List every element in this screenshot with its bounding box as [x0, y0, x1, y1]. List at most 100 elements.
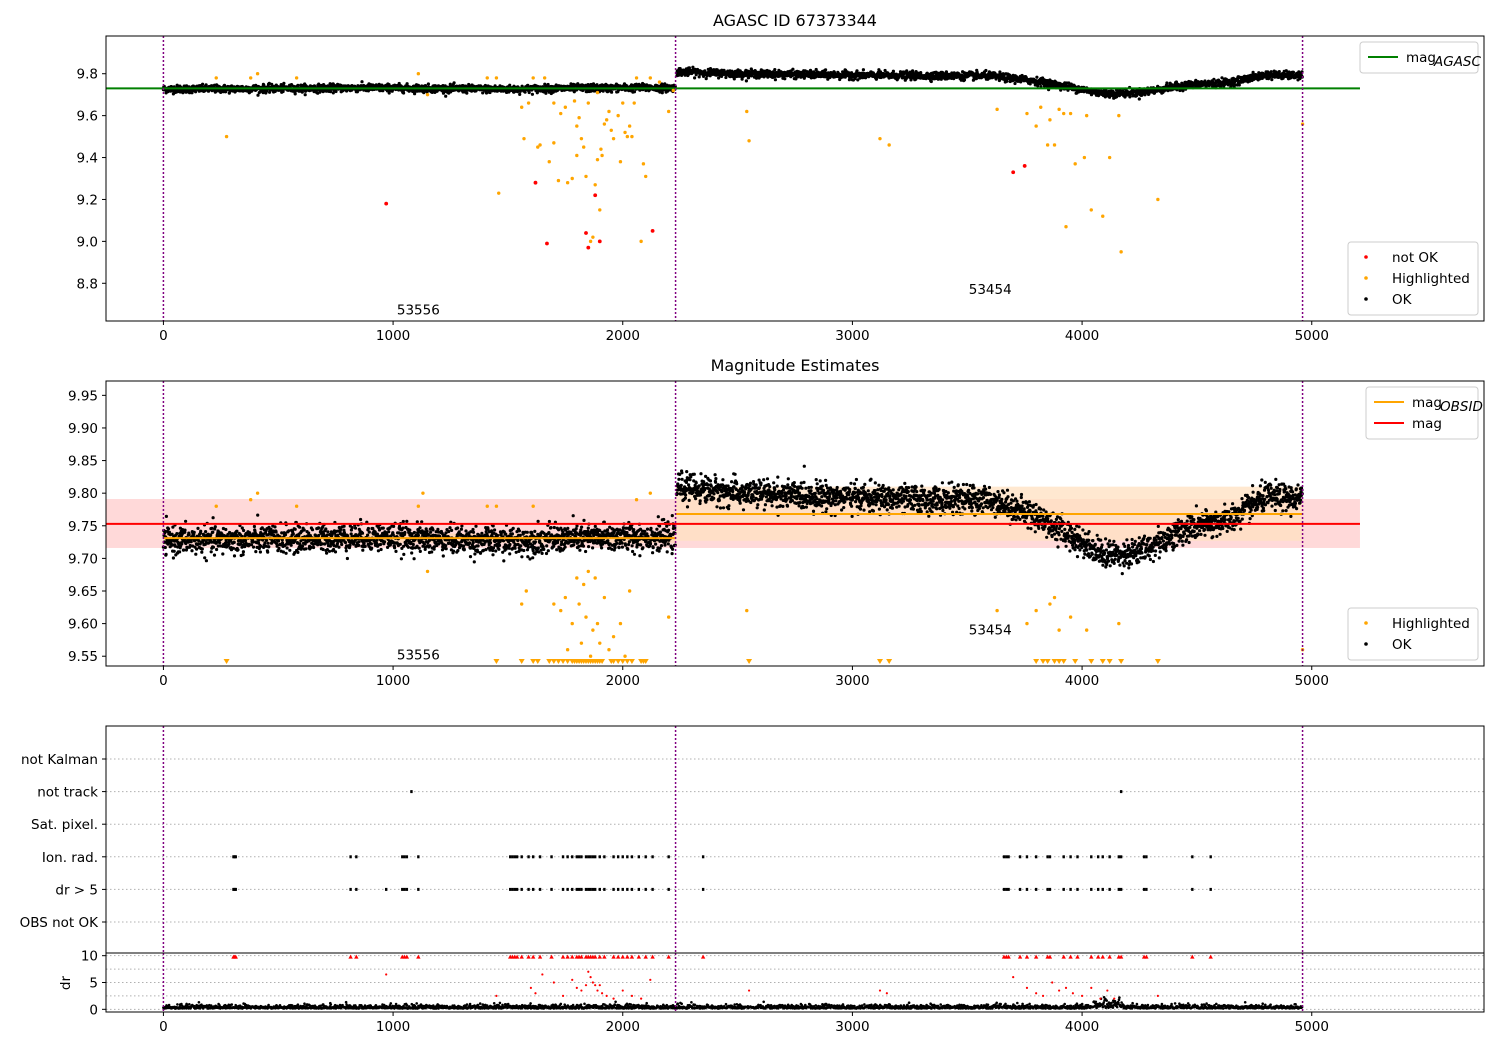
ok-point: [332, 547, 336, 552]
not-ok-point: [1011, 170, 1016, 175]
obsid-label: 53556: [397, 303, 440, 319]
highlighted-point: [1084, 113, 1089, 118]
highlighted-point: [542, 76, 547, 80]
highlighted-point: [224, 134, 229, 139]
ok-point: [296, 550, 300, 555]
ok-point: [318, 540, 322, 544]
y-tick-label: 9.2: [77, 192, 98, 208]
ok-point: [203, 542, 207, 547]
highlighted-point: [618, 160, 623, 164]
highlighted-point: [1107, 155, 1112, 160]
highlighted-point: [577, 116, 581, 120]
highlighted-point: [599, 147, 603, 151]
highlighted-point: [584, 174, 588, 179]
ok-point: [316, 543, 320, 547]
ok-point: [444, 94, 448, 98]
ok-point: [691, 65, 695, 69]
highlighted-point: [1089, 208, 1093, 212]
ok-point: [189, 540, 193, 544]
ok-point: [791, 67, 795, 71]
highlighted-point: [611, 136, 616, 141]
ok-point: [203, 556, 207, 560]
ok-point: [268, 90, 272, 94]
highlighted-point: [1045, 143, 1050, 147]
highlighted-point: [575, 124, 579, 128]
ok-point: [1035, 75, 1039, 79]
ok-point: [1212, 77, 1216, 81]
highlighted-point: [563, 105, 568, 109]
legend-label: OK: [1392, 292, 1413, 308]
y-tick-label: 8.8: [77, 276, 98, 292]
highlighted-point: [519, 105, 524, 109]
ok-point: [312, 545, 316, 550]
highlighted-point: [657, 80, 662, 84]
ok-point: [773, 78, 778, 82]
ok-point: [215, 547, 219, 552]
ok-point: [416, 83, 420, 87]
highlighted-point: [634, 76, 639, 80]
highlighted-point: [747, 139, 751, 143]
highlighted-point: [609, 128, 613, 133]
ok-point: [293, 551, 297, 555]
highlighted-point: [621, 101, 625, 105]
ok-point: [794, 77, 798, 81]
ok-point: [218, 541, 222, 545]
ok-point: [293, 527, 297, 531]
highlighted-point: [547, 160, 551, 164]
x-tick-label: 2000: [606, 328, 640, 344]
highlighted-point: [1025, 111, 1029, 116]
not-ok-point: [586, 245, 591, 250]
ok-point: [518, 92, 522, 96]
highlighted-point: [1064, 224, 1068, 229]
ok-point: [426, 82, 430, 86]
ok-point: [241, 550, 245, 554]
ok-point: [254, 550, 258, 554]
not-ok-point: [593, 193, 598, 198]
ok-point: [962, 78, 967, 82]
ok-point: [280, 531, 284, 535]
panel1-clipped: [106, 65, 1360, 254]
ok-point: [1277, 70, 1281, 74]
highlighted-point: [632, 101, 636, 105]
ok-point: [307, 531, 311, 535]
ok-point: [256, 93, 260, 97]
ok-point: [697, 75, 701, 79]
ok-point: [201, 82, 205, 86]
ok-point: [211, 516, 215, 520]
ok-point: [275, 544, 279, 548]
not-ok-point: [533, 180, 538, 185]
ok-point: [194, 552, 198, 556]
ok-point: [484, 91, 489, 95]
ok-point: [192, 530, 196, 535]
highlighted-point: [1156, 197, 1160, 202]
ok-point: [191, 544, 195, 548]
ok-point: [939, 77, 943, 81]
ok-point: [732, 77, 736, 81]
highlighted-point: [559, 111, 563, 116]
ok-point: [221, 526, 225, 531]
ok-point: [287, 529, 291, 533]
ok-point: [231, 546, 235, 550]
ok-point: [258, 550, 262, 554]
ok-point: [773, 68, 777, 72]
highlighted-point: [591, 235, 595, 239]
highlighted-point: [1082, 155, 1087, 160]
ok-point: [405, 82, 409, 86]
ok-point: [200, 547, 204, 551]
ok-point: [289, 543, 293, 547]
ok-point: [334, 89, 338, 94]
highlighted-point: [214, 76, 218, 80]
ok-point: [260, 526, 264, 530]
ok-point: [984, 68, 988, 73]
ok-point: [236, 548, 240, 552]
highlighted-point: [531, 76, 535, 80]
ok-point: [663, 82, 667, 86]
ok-point: [261, 538, 265, 542]
highlighted-point: [1052, 143, 1057, 147]
ok-point: [173, 544, 177, 548]
ok-point: [1270, 78, 1274, 82]
not-ok-point: [384, 201, 389, 206]
ok-point: [211, 530, 215, 534]
highlighted-point: [598, 208, 602, 212]
highlighted-point: [593, 183, 597, 187]
